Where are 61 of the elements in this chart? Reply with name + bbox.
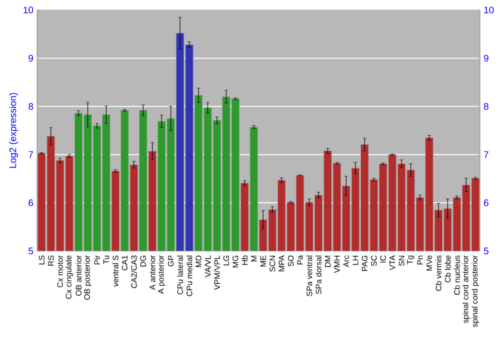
x-tick-label: Hb <box>242 256 248 265</box>
y-tick-label: 10 <box>24 6 34 14</box>
x-tick-label: Cb lobe <box>444 256 451 282</box>
x-tick-label: DM <box>324 256 330 267</box>
x-tick-label: LH <box>352 256 358 265</box>
x-tick-label: DG <box>140 256 146 267</box>
x-tick-label: ventral S <box>112 256 118 287</box>
x-tick-label: Cx cingulate <box>66 256 74 299</box>
x-tick-label: Tu <box>103 256 110 264</box>
x-tick-label: SPa ventral <box>306 256 312 296</box>
x-tick-label: A anterior <box>149 255 156 290</box>
x-tick-label: A posterior <box>158 255 166 294</box>
x-tick-label: MG <box>232 256 238 268</box>
x-tick-label: OB posterior <box>84 255 92 300</box>
y-tick-label: 5 <box>28 248 34 254</box>
x-tick-label: Arc <box>343 255 349 268</box>
y-tick-label: 8 <box>28 103 34 110</box>
x-tick-label: SCN <box>270 256 276 272</box>
y2-tick-label: 7 <box>484 151 488 158</box>
x-tick-label: Cx motor <box>57 255 63 288</box>
x-tick-label: MPA <box>278 255 284 272</box>
x-tick-label: LS <box>38 256 44 264</box>
x-tick-label: SN <box>398 256 404 266</box>
x-tick-label: MVe <box>426 256 432 271</box>
x-tick-label: GP <box>168 256 174 266</box>
y2-tick-label: 9 <box>484 54 488 62</box>
x-tick-label: SPa dorsal <box>316 256 322 294</box>
x-tick-label: IC <box>380 255 386 262</box>
x-tick-label: VTA <box>390 255 396 270</box>
x-tick-label: OB anterior <box>76 255 82 296</box>
y2-tick-label: 5 <box>484 248 488 254</box>
x-tick-label: VPM/VPL <box>214 255 220 290</box>
y-axis-title: Log2 (expression) <box>9 93 18 168</box>
x-tick-label: Tg <box>407 256 414 264</box>
x-tick-label: spinal cord posterior <box>472 255 480 327</box>
x-tick-label: CPu medial <box>186 256 192 296</box>
x-tick-label: CA1 <box>122 256 128 270</box>
x-tick-label: CA2/CA3 <box>130 256 137 288</box>
x-tick-label: MD <box>196 256 202 267</box>
x-tick-label: Pn <box>417 256 423 264</box>
y-tick-label: 9 <box>28 54 34 62</box>
x-tick-label: SO <box>288 256 294 266</box>
x-tick-label: RS <box>48 256 54 266</box>
y2-tick-label: 10 <box>484 6 494 14</box>
x-tick-label: Pir <box>94 255 100 264</box>
x-tick-label: Cb vermis <box>436 255 442 291</box>
y-tick-label: 7 <box>28 151 34 158</box>
x-tick-label: PAG <box>362 256 368 271</box>
x-tick-label: Cb nucleus <box>454 255 460 295</box>
x-tick-label: SC <box>371 255 377 266</box>
x-tick-label: VA/VL <box>204 255 211 278</box>
x-tick-label: LG <box>223 256 230 266</box>
y2-tick-label: 6 <box>484 199 488 206</box>
x-tick-label: Pa <box>297 255 303 264</box>
x-tick-label: M <box>251 256 257 262</box>
x-tick-label: ME <box>260 256 266 267</box>
y-tick-label: 6 <box>28 199 34 206</box>
x-tick-label: CPu lateral <box>177 256 183 294</box>
x-tick-label: spinal cord anterior <box>462 255 470 323</box>
x-tick-label: VMH <box>334 256 340 273</box>
y2-tick-label: 8 <box>484 103 488 110</box>
